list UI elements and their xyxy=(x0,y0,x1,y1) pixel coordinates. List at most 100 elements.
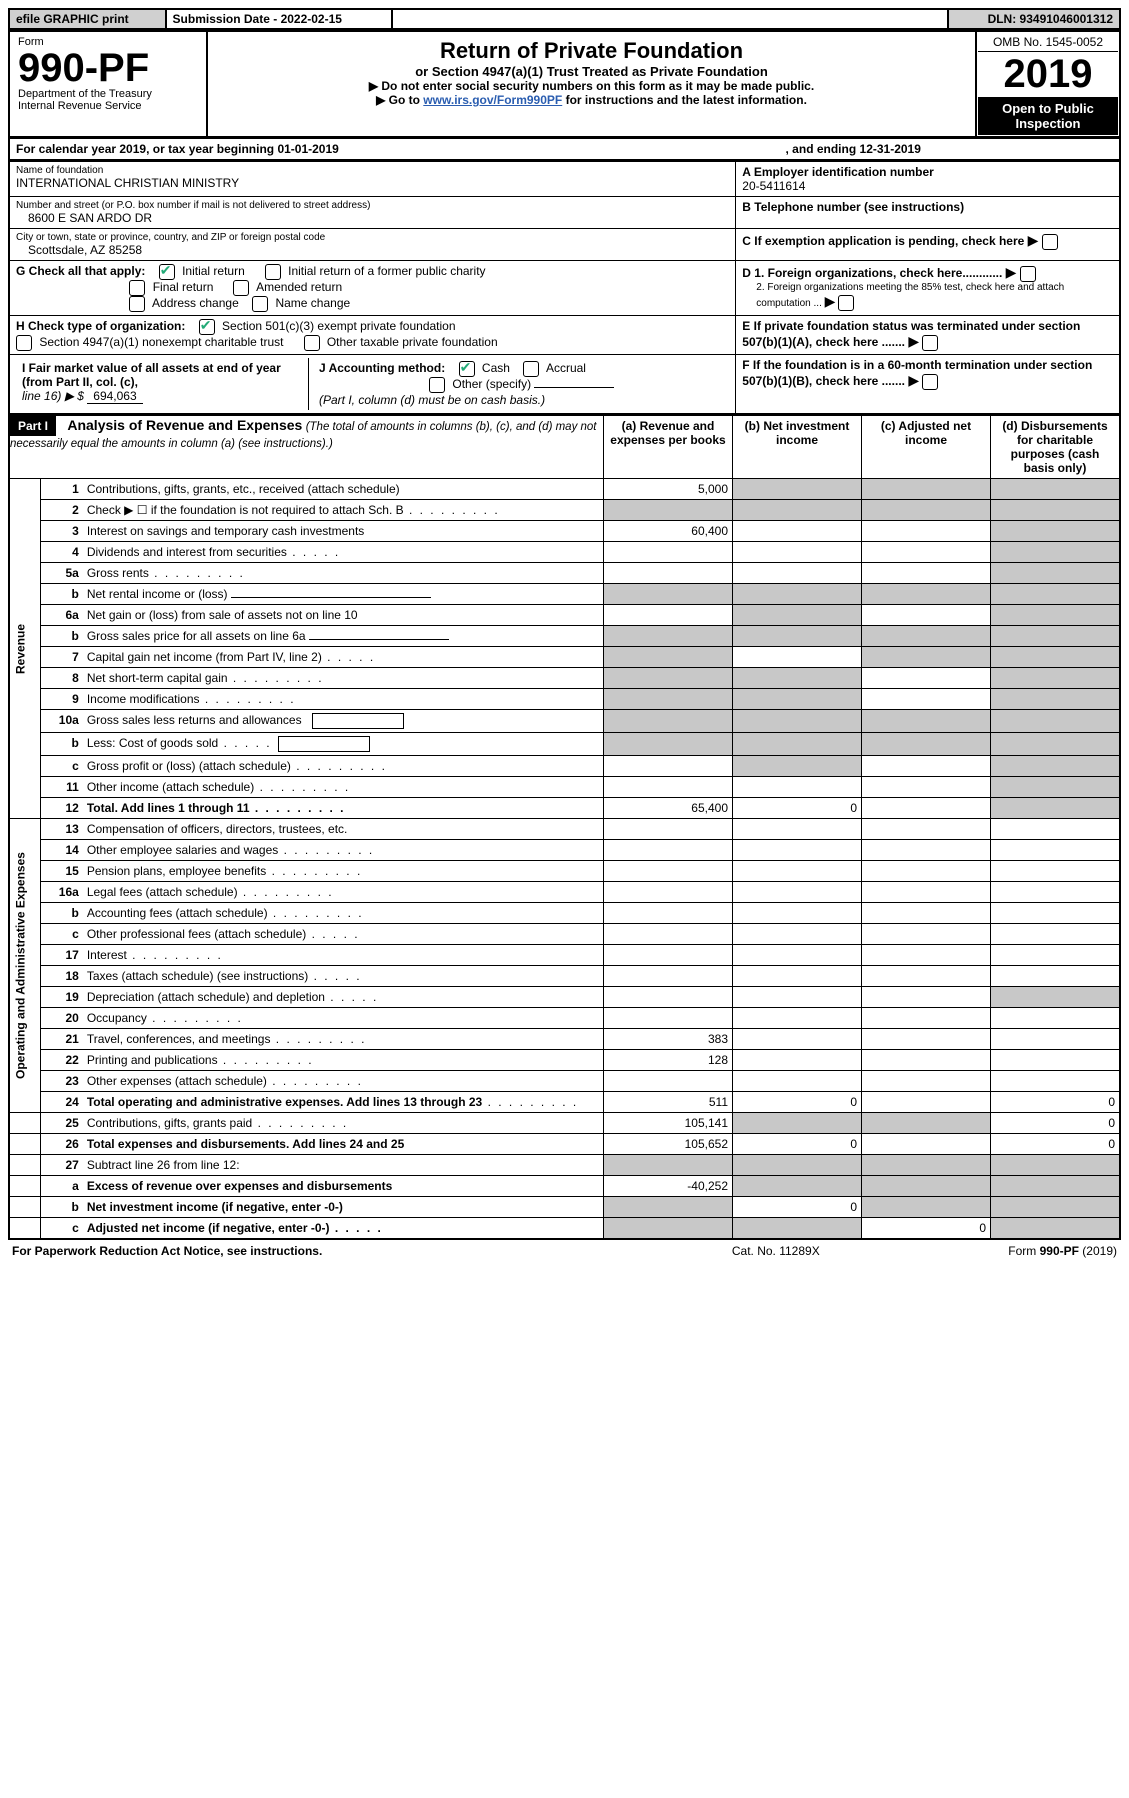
a-label: A Employer identification number xyxy=(742,165,1113,179)
irs: Internal Revenue Service xyxy=(18,100,198,112)
part1-table: Part I Analysis of Revenue and Expenses … xyxy=(8,415,1121,1240)
name-label: Name of foundation xyxy=(16,165,729,176)
table-row: 3Interest on savings and temporary cash … xyxy=(9,521,1120,542)
table-row: 9Income modifications xyxy=(9,689,1120,710)
footer-catno: Cat. No. 11289X xyxy=(675,1242,876,1260)
table-row: aExcess of revenue over expenses and dis… xyxy=(9,1176,1120,1197)
table-row: cOther professional fees (attach schedul… xyxy=(9,924,1120,945)
part1-label: Part I xyxy=(10,416,56,436)
table-row: 16aLegal fees (attach schedule) xyxy=(9,882,1120,903)
col-a: (a) Revenue and expenses per books xyxy=(604,416,733,479)
table-row: 19Depreciation (attach schedule) and dep… xyxy=(9,987,1120,1008)
street: 8600 E SAN ARDO DR xyxy=(16,211,729,225)
j-accrual-checkbox[interactable] xyxy=(523,361,539,377)
table-row: 7Capital gain net income (from Part IV, … xyxy=(9,647,1120,668)
table-row: bNet investment income (if negative, ent… xyxy=(9,1197,1120,1218)
table-row: 5aGross rents xyxy=(9,563,1120,584)
j-cash-checkbox[interactable] xyxy=(459,361,475,377)
i-value: 694,063 xyxy=(87,389,142,404)
name-change-checkbox[interactable] xyxy=(252,296,268,312)
b-label: B Telephone number (see instructions) xyxy=(742,200,1113,214)
table-row: 4Dividends and interest from securities xyxy=(9,542,1120,563)
irs-link[interactable]: www.irs.gov/Form990PF xyxy=(423,93,562,107)
col-b: (b) Net investment income xyxy=(733,416,862,479)
submission-date: Submission Date - 2022-02-15 xyxy=(166,9,393,29)
table-row: bAccounting fees (attach schedule) xyxy=(9,903,1120,924)
city: Scottsdale, AZ 85258 xyxy=(16,243,729,257)
g-label: G Check all that apply: xyxy=(16,264,145,278)
table-row: 14Other employee salaries and wages xyxy=(9,840,1120,861)
col-c: (c) Adjusted net income xyxy=(862,416,991,479)
table-row: bGross sales price for all assets on lin… xyxy=(9,626,1120,647)
h-other-checkbox[interactable] xyxy=(304,335,320,351)
address-change-checkbox[interactable] xyxy=(129,296,145,312)
table-row: bNet rental income or (loss) xyxy=(9,584,1120,605)
initial-former-checkbox[interactable] xyxy=(265,264,281,280)
table-row: 26Total expenses and disbursements. Add … xyxy=(9,1134,1120,1155)
efile-label: efile GRAPHIC print xyxy=(9,9,166,29)
city-label: City or town, state or province, country… xyxy=(16,232,729,243)
j-note: (Part I, column (d) must be on cash basi… xyxy=(319,393,545,407)
calendar-line: For calendar year 2019, or tax year begi… xyxy=(8,138,1121,161)
amended-checkbox[interactable] xyxy=(233,280,249,296)
h-501c3-checkbox[interactable] xyxy=(199,319,215,335)
instr-1: ▶ Do not enter social security numbers o… xyxy=(214,79,969,93)
table-row: Revenue 1 Contributions, gifts, grants, … xyxy=(9,479,1120,500)
expenses-label: Operating and Administrative Expenses xyxy=(9,819,40,1113)
a-ein: 20-5411614 xyxy=(742,179,1113,193)
omb: OMB No. 1545-0052 xyxy=(978,33,1118,52)
entity-block: Name of foundation INTERNATIONAL CHRISTI… xyxy=(8,161,1121,415)
j-label: J Accounting method: xyxy=(319,361,445,375)
arrow-icon: ▶ xyxy=(1028,232,1043,248)
h-4947-checkbox[interactable] xyxy=(16,335,32,351)
table-row: 10aGross sales less returns and allowanc… xyxy=(9,710,1120,733)
table-row: 6aNet gain or (loss) from sale of assets… xyxy=(9,605,1120,626)
footer-left: For Paperwork Reduction Act Notice, see … xyxy=(8,1242,675,1260)
dln: DLN: 93491046001312 xyxy=(948,9,1120,29)
e-checkbox[interactable] xyxy=(922,335,938,351)
table-row: 11Other income (attach schedule) xyxy=(9,777,1120,798)
table-row: 20Occupancy xyxy=(9,1008,1120,1029)
form-header: Form 990-PF Department of the Treasury I… xyxy=(8,30,1121,138)
final-return-checkbox[interactable] xyxy=(129,280,145,296)
street-label: Number and street (or P.O. box number if… xyxy=(16,200,729,211)
table-row: 22Printing and publications128 xyxy=(9,1050,1120,1071)
table-row: 24Total operating and administrative exp… xyxy=(9,1092,1120,1113)
h-label: H Check type of organization: xyxy=(16,319,185,333)
form-title: Return of Private Foundation xyxy=(214,38,969,64)
d1-label: D 1. Foreign organizations, check here..… xyxy=(742,266,1002,280)
table-row: cAdjusted net income (if negative, enter… xyxy=(9,1218,1120,1240)
table-row: 23Other expenses (attach schedule) xyxy=(9,1071,1120,1092)
c-checkbox[interactable] xyxy=(1042,234,1058,250)
initial-return-checkbox[interactable] xyxy=(159,264,175,280)
open-public: Open to Public Inspection xyxy=(978,97,1118,135)
table-row: 12Total. Add lines 1 through 1165,4000 xyxy=(9,798,1120,819)
form-number: 990-PF xyxy=(18,48,198,88)
table-row: Operating and Administrative Expenses 13… xyxy=(9,819,1120,840)
dept: Department of the Treasury xyxy=(18,88,198,100)
table-row: bLess: Cost of goods sold xyxy=(9,733,1120,756)
table-row: 15Pension plans, employee benefits xyxy=(9,861,1120,882)
form-subtitle: or Section 4947(a)(1) Trust Treated as P… xyxy=(214,64,969,79)
foundation-name: INTERNATIONAL CHRISTIAN MINISTRY xyxy=(16,176,729,190)
table-row: 17Interest xyxy=(9,945,1120,966)
f-checkbox[interactable] xyxy=(922,374,938,390)
c-label: C If exemption application is pending, c… xyxy=(742,234,1024,248)
instr-2: ▶ Go to www.irs.gov/Form990PF for instru… xyxy=(214,93,969,107)
table-row: 8Net short-term capital gain xyxy=(9,668,1120,689)
table-row: 27Subtract line 26 from line 12: xyxy=(9,1155,1120,1176)
d1-checkbox[interactable] xyxy=(1020,266,1036,282)
table-row: 2Check ▶ ☐ if the foundation is not requ… xyxy=(9,500,1120,521)
d2-label: 2. Foreign organizations meeting the 85%… xyxy=(756,282,1064,309)
table-row: 21Travel, conferences, and meetings383 xyxy=(9,1029,1120,1050)
topbar: efile GRAPHIC print Submission Date - 20… xyxy=(8,8,1121,30)
footer: For Paperwork Reduction Act Notice, see … xyxy=(8,1242,1121,1260)
d2-checkbox[interactable] xyxy=(838,295,854,311)
table-row: cGross profit or (loss) (attach schedule… xyxy=(9,756,1120,777)
tax-year: 2019 xyxy=(978,52,1118,97)
footer-formref: Form 990-PF (2019) xyxy=(876,1242,1121,1260)
table-row: 18Taxes (attach schedule) (see instructi… xyxy=(9,966,1120,987)
j-other-checkbox[interactable] xyxy=(429,377,445,393)
table-row: 25Contributions, gifts, grants paid105,1… xyxy=(9,1113,1120,1134)
col-d: (d) Disbursements for charitable purpose… xyxy=(991,416,1121,479)
